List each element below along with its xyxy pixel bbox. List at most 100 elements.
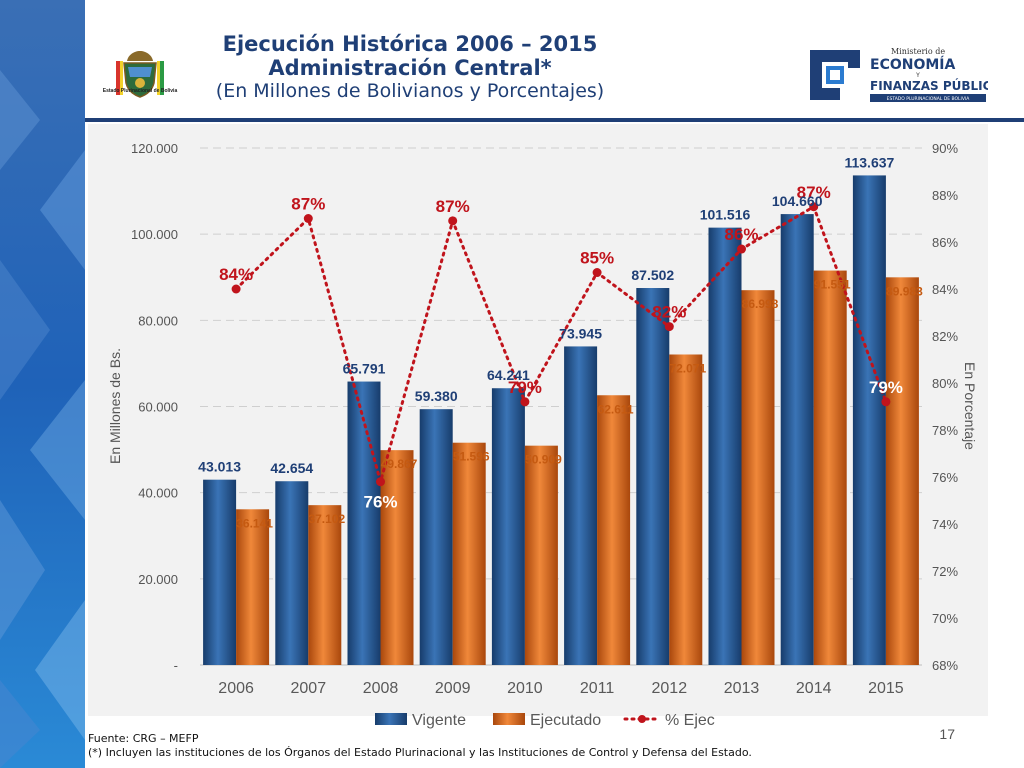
pct-ejec-point (303, 214, 313, 223)
vigente-value-label: 87.502 (631, 267, 674, 283)
ejecutado-value-label: 51.596 (453, 450, 490, 464)
x-tick-label: 2015 (868, 680, 904, 697)
pct-ejec-point (664, 322, 674, 332)
footer: Fuente: CRG – MEFP (*) Incluyen las inst… (88, 732, 988, 760)
pct-ejec-point (520, 397, 530, 407)
pct-ejec-point (231, 284, 241, 294)
footnote: (*) Incluyen las instituciones de los Ór… (88, 746, 752, 759)
bar-vigente (852, 175, 886, 665)
page-subtitle: Administración Central* (268, 56, 552, 80)
left-tick-label: - (174, 658, 178, 673)
right-tick-label: 74% (932, 517, 958, 532)
bar-ejecutado (597, 395, 631, 665)
bar-ejecutado (813, 270, 847, 665)
left-axis-title: En Millones de Bs. (107, 348, 123, 464)
bar-ejecutado (380, 450, 414, 665)
right-tick-label: 84% (932, 282, 958, 297)
ejecutado-value-label: 89.983 (886, 284, 923, 298)
right-tick-label: 78% (932, 423, 958, 438)
legend-label-pct: % Ejec (665, 712, 715, 729)
bar-ejecutado (452, 442, 486, 665)
legend-swatch-pct-point (638, 715, 646, 723)
pct-ejec-label: 76% (363, 493, 397, 512)
x-tick-label: 2014 (796, 680, 832, 697)
pct-ejec-point (737, 244, 746, 254)
legend-swatch-ejecutado (493, 713, 525, 725)
vigente-value-label: 73.945 (559, 325, 602, 341)
ejecutado-value-label: 72.071 (669, 361, 706, 375)
right-tick-label: 88% (932, 188, 958, 203)
header-rule (85, 118, 1024, 122)
vigente-value-label: 65.791 (343, 361, 386, 377)
left-tick-label: 120.000 (131, 141, 178, 156)
pct-ejec-label: 87% (797, 183, 831, 202)
ejecutado-value-label: 37.102 (308, 512, 345, 526)
ministry-y-label: Y (915, 72, 920, 79)
vigente-value-label: 113.637 (844, 154, 894, 170)
vigente-value-label: 104.660 (772, 193, 823, 209)
pct-ejec-point (592, 268, 602, 278)
ejecutado-value-label: 49.867 (381, 457, 418, 471)
x-tick-label: 2009 (435, 680, 471, 697)
page-units-subtitle: (En Millones de Bolivianos y Porcentajes… (215, 80, 605, 102)
left-tick-label: 40.000 (138, 486, 178, 501)
chart-legend: Vigente Ejecutado % Ejec (375, 712, 715, 729)
ministry-logo-mark-icon (810, 50, 860, 100)
ejecutado-value-label: 36.141 (236, 516, 273, 530)
x-tick-label: 2013 (724, 680, 760, 697)
right-axis-title: En Porcentaje (962, 362, 978, 450)
right-tick-label: 68% (932, 658, 958, 673)
legend-swatch-vigente (375, 713, 407, 725)
ejecutado-value-label: 50.909 (525, 453, 562, 467)
pct-ejec-point (881, 397, 891, 407)
right-tick-label: 90% (932, 141, 958, 156)
right-tick-label: 70% (932, 611, 958, 626)
ministry-finanzas-label: FINANZAS PÚBLICAS (870, 78, 988, 93)
right-tick-label: 80% (932, 376, 958, 391)
legend-label-vigente: Vigente (412, 712, 466, 729)
page-number: 17 (939, 726, 955, 742)
decorative-left-band (0, 0, 85, 768)
x-tick-label: 2008 (363, 680, 399, 697)
bar-vigente (419, 409, 453, 665)
bar-vigente (203, 479, 237, 665)
right-tick-label: 86% (932, 235, 958, 250)
x-tick-label: 2006 (218, 680, 254, 697)
ejecutado-value-label: 62.611 (598, 402, 634, 416)
pct-ejec-label: 85% (580, 249, 614, 268)
bar-vigente (491, 388, 525, 665)
bar-ejecutado (669, 354, 703, 665)
right-tick-label: 72% (932, 564, 958, 579)
ministry-economia-label: ECONOMÍA (870, 56, 955, 73)
source-note: Fuente: CRG – MEFP (88, 732, 199, 745)
pct-ejec-point (448, 216, 458, 226)
x-tick-label: 2010 (507, 680, 543, 697)
vigente-value-label: 64.241 (487, 367, 530, 383)
left-tick-label: 80.000 (138, 313, 178, 328)
ministry-logo: Ministerio de ECONOMÍA Y FINANZAS PÚBLIC… (808, 42, 1009, 106)
bar-ejecutado (308, 505, 342, 665)
left-tick-label: 60.000 (138, 400, 178, 415)
bar-vigente (564, 346, 598, 665)
bar-vigente (780, 214, 814, 665)
vigente-value-label: 42.654 (270, 460, 313, 476)
x-tick-label: 2007 (291, 680, 327, 697)
bar-ejecutado (236, 509, 270, 665)
bar-vigente (708, 227, 742, 665)
bar-vigente (347, 381, 381, 665)
pct-ejec-point (809, 202, 819, 212)
ministry-small-label: Ministerio de (891, 47, 945, 56)
pct-ejec-label: 86% (724, 225, 758, 244)
vigente-value-label: 59.380 (415, 388, 458, 404)
pct-ejec-point (376, 477, 385, 487)
x-tick-label: 2012 (652, 680, 688, 697)
vigente-value-label: 101.516 (700, 207, 751, 223)
ministry-strip-label: ESTADO PLURINACIONAL DE BOLIVIA (887, 96, 971, 102)
left-tick-label: 20.000 (138, 572, 178, 587)
x-tick-label: 2011 (580, 680, 615, 697)
pct-ejec-label: 79% (508, 378, 542, 397)
vigente-value-label: 43.013 (198, 459, 241, 475)
right-tick-label: 76% (932, 470, 958, 485)
pct-ejec-label: 84% (219, 265, 253, 284)
